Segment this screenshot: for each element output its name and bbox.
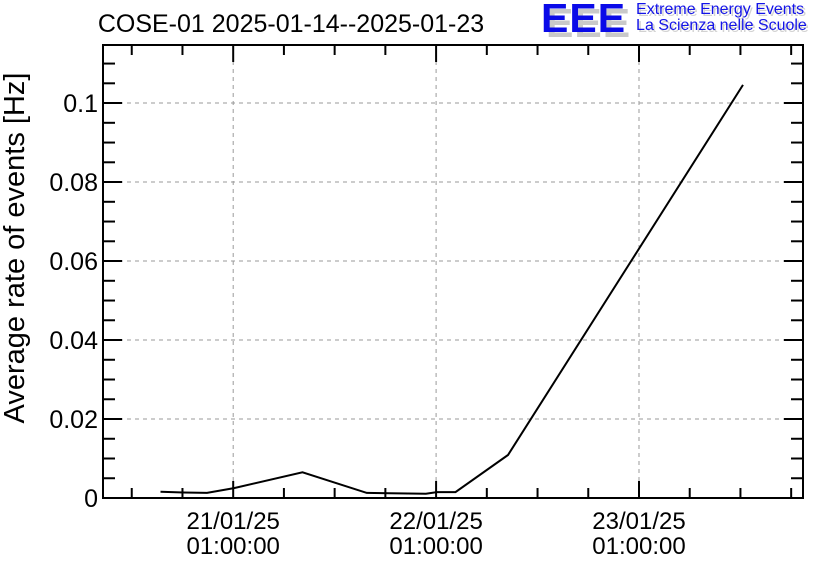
x-tick-label-time: 01:00:00 xyxy=(592,533,685,560)
eee-logo-tagline: Extreme Energy Events La Scienza nelle S… xyxy=(636,1,807,34)
eee-logo: EEE Extreme Energy Events La Scienza nel… xyxy=(541,0,807,41)
eee-logo-tagline-line1: Extreme Energy Events xyxy=(636,1,805,18)
plot-title: COSE-01 2025-01-14--2025-01-23 xyxy=(97,10,485,38)
y-tick-label: 0.06 xyxy=(49,248,98,276)
y-tick-label: 0 xyxy=(84,485,98,513)
eee-logo-tagline-line2: La Scienza nelle Scuole xyxy=(636,16,807,34)
x-tick-label-date: 21/01/25 xyxy=(186,508,279,535)
x-tick-label-time: 01:00:00 xyxy=(389,533,482,560)
x-tick-label-date: 23/01/25 xyxy=(592,508,685,535)
rate-line-series xyxy=(160,84,744,495)
y-tick-label: 0.1 xyxy=(63,90,98,118)
axis-ticks xyxy=(103,45,803,498)
gridlines xyxy=(103,45,803,498)
x-tick-label-time: 01:00:00 xyxy=(186,533,279,560)
y-tick-label: 0.02 xyxy=(49,406,98,434)
y-tick-label: 0.08 xyxy=(49,169,98,197)
eee-logo-mark: EEE xyxy=(541,0,627,41)
x-tick-label-date: 22/01/25 xyxy=(389,508,482,535)
plot-frame xyxy=(102,44,804,499)
axis-tick-labels: 21/01/2501:00:0022/01/2501:00:0023/01/25… xyxy=(49,90,685,560)
y-tick-label: 0.04 xyxy=(49,327,98,355)
y-axis-title: Average rate of events [Hz] xyxy=(0,73,31,424)
